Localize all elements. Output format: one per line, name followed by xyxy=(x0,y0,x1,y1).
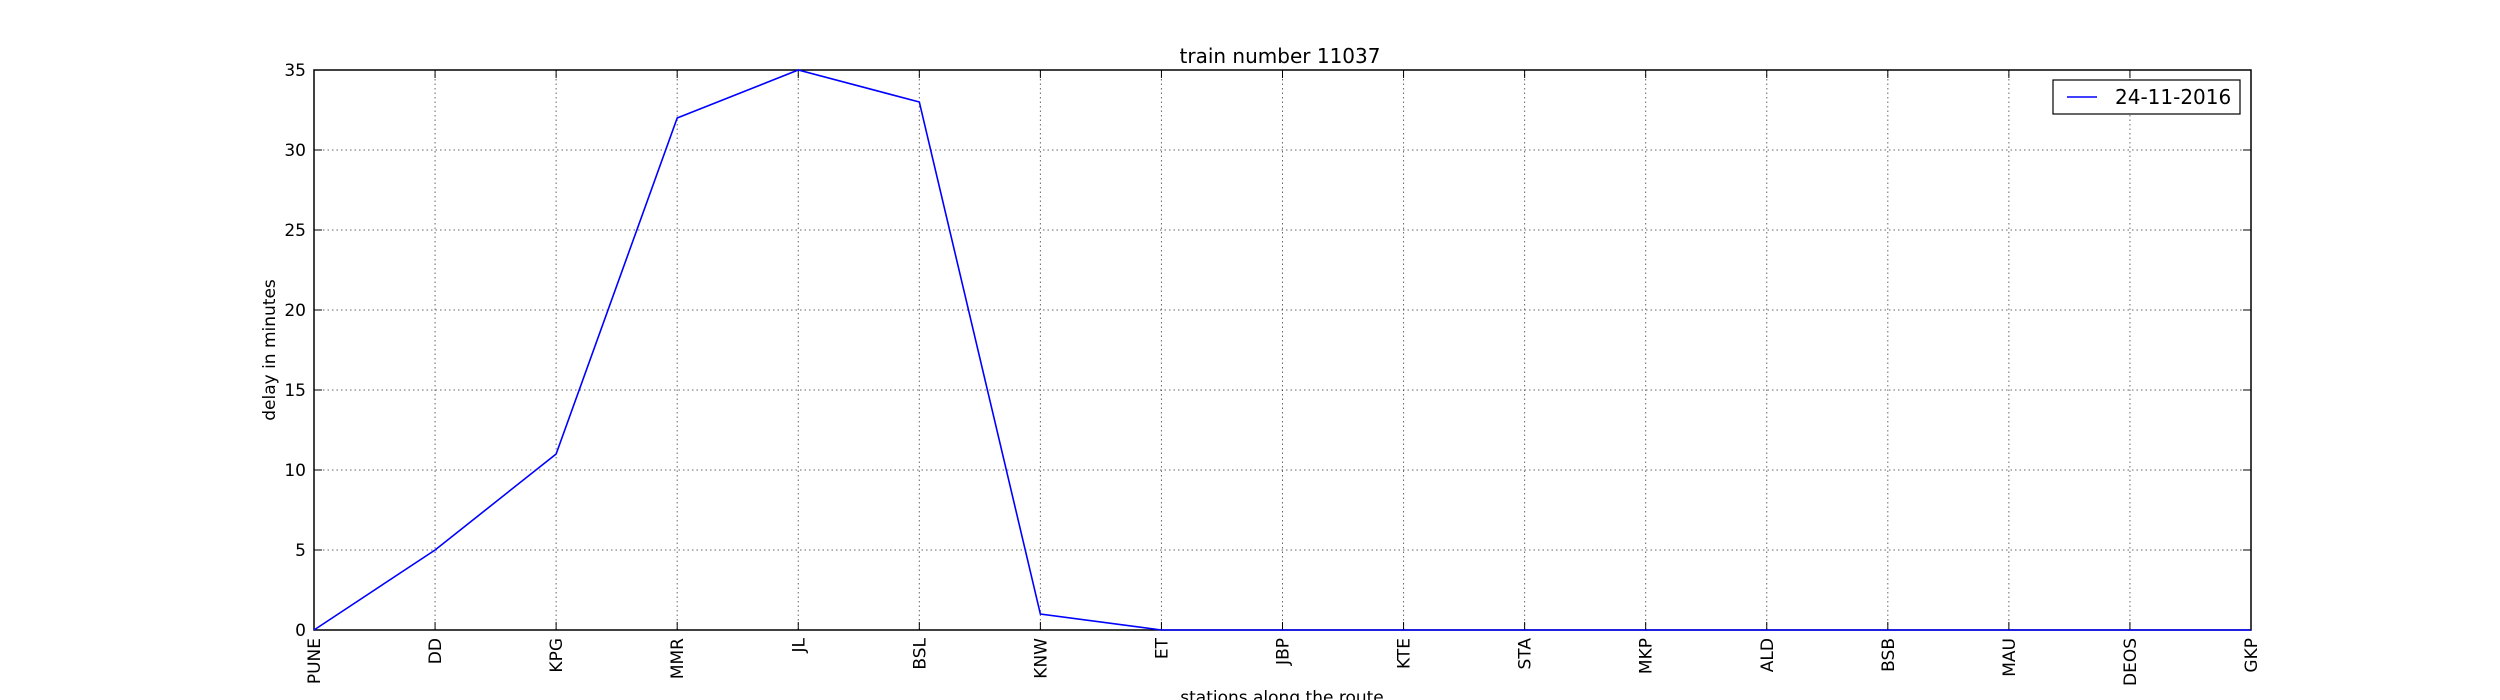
series-line-0 xyxy=(313,69,2251,631)
x-tick-label: ALD xyxy=(1758,638,1778,672)
x-tick-label: MMR xyxy=(668,638,688,679)
x-tick-label: DEOS xyxy=(2121,638,2141,686)
x-tick-label: KNW xyxy=(1031,638,1051,679)
y-tick-label: 35 xyxy=(284,61,306,81)
x-tick-label: BSL xyxy=(910,637,930,669)
x-tick-label: JBP xyxy=(1274,638,1294,666)
x-tick-label: MAU xyxy=(2000,638,2020,677)
legend-entry-label: 24-11-2016 xyxy=(2115,85,2231,109)
y-axis-label: delay in minutes xyxy=(260,279,280,421)
x-tick-label: PUNE xyxy=(305,638,325,684)
y-tick-label: 30 xyxy=(284,141,306,161)
x-tick-label: KPG xyxy=(547,638,567,673)
x-tick-label: JL xyxy=(789,637,809,653)
grid-lines xyxy=(314,70,2251,630)
x-tick-label: KTE xyxy=(1395,638,1415,669)
x-tick-label: STA xyxy=(1516,638,1536,670)
x-tick-label: BSB xyxy=(1879,638,1899,672)
chart-title: train number 11037 xyxy=(1180,44,1381,68)
x-tick-label: ET xyxy=(1152,637,1172,659)
y-tick-label: 10 xyxy=(284,461,306,481)
y-tick-label: 25 xyxy=(284,221,306,241)
y-axis-ticks: 0 5 10 15 20 25 30 35 xyxy=(284,61,2251,641)
y-tick-label: 15 xyxy=(284,381,306,401)
y-tick-label: 20 xyxy=(284,301,306,321)
y-tick-label: 5 xyxy=(295,541,306,561)
y-tick-label: 0 xyxy=(295,621,306,641)
x-tick-label: DD xyxy=(426,638,446,664)
x-axis-ticks: PUNE DD KPG MMR JL BSL KNW ET JBP KTE STA MKP ALD BSB… xyxy=(305,70,2262,686)
x-axis-label: stations along the route xyxy=(1180,688,1384,700)
legend: 24-11-2016 xyxy=(2052,79,2241,115)
series-lines xyxy=(313,69,2251,631)
x-tick-label: GKP xyxy=(2242,638,2262,673)
x-tick-label: MKP xyxy=(1637,638,1657,674)
